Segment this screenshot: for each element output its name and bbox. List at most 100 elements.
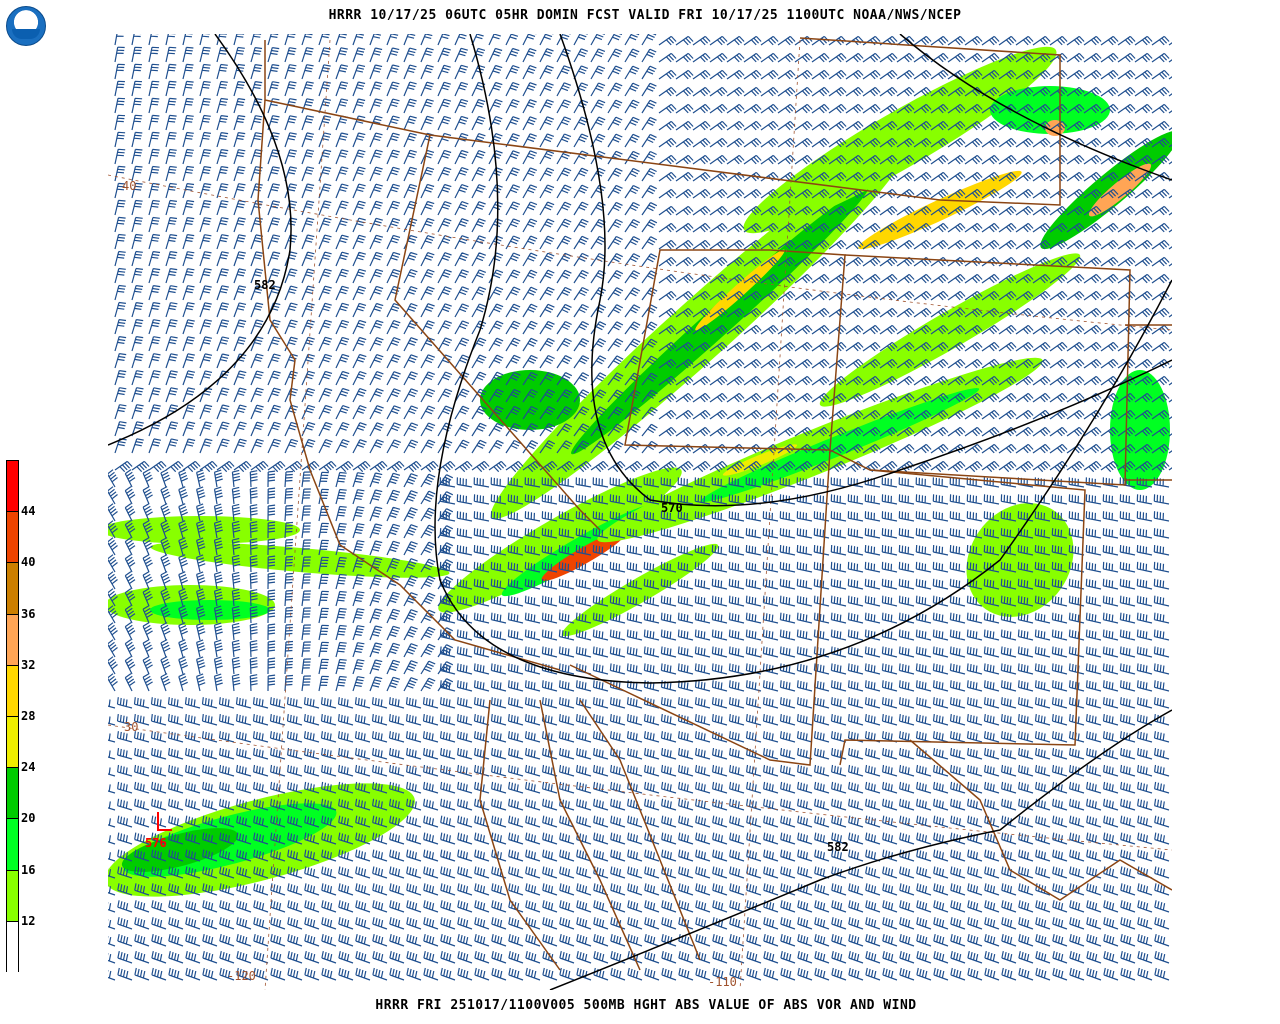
wind-barb	[692, 239, 711, 250]
wind-barb	[124, 605, 136, 624]
wind-barb	[692, 324, 711, 335]
wind-barb	[437, 678, 454, 692]
wind-barb	[760, 52, 779, 63]
wind-barb	[233, 183, 246, 199]
wind-barb	[845, 137, 864, 148]
wind-barb	[541, 595, 558, 607]
wind-barb	[848, 900, 864, 913]
wind-barb	[678, 866, 694, 879]
wind-barb	[777, 103, 796, 114]
wind-barb	[108, 622, 118, 641]
wind-barb	[624, 460, 643, 473]
wind-barb	[930, 69, 949, 80]
wind-barb	[607, 235, 623, 250]
wind-barb	[233, 63, 245, 80]
wind-barb	[525, 917, 541, 930]
wind-barb	[745, 494, 762, 505]
wind-barb	[729, 815, 745, 828]
wind-barb	[828, 154, 847, 165]
wind-barb	[780, 866, 796, 879]
wind-barb	[1117, 290, 1136, 301]
wind-barb	[488, 286, 504, 301]
wind-barb	[196, 639, 206, 658]
wind-barb	[1083, 188, 1102, 199]
wind-barb	[124, 554, 136, 573]
wind-barb	[1151, 443, 1170, 454]
wind-barb	[641, 202, 658, 216]
wind-barb	[865, 866, 881, 879]
wind-barb	[949, 595, 966, 607]
wind-barb	[661, 900, 677, 913]
wind-barb	[267, 319, 281, 335]
wind-barb	[403, 490, 418, 505]
wind-barb	[558, 544, 575, 556]
wind-barb	[947, 188, 966, 199]
wind-barb	[131, 131, 143, 148]
wind-barb	[488, 47, 503, 63]
wind-barb	[743, 324, 762, 335]
wind-barb	[352, 251, 366, 267]
wind-barb	[318, 64, 331, 80]
wind-barb	[575, 612, 592, 624]
wind-barb	[253, 832, 269, 845]
wind-barb	[1015, 443, 1034, 454]
wind-barb	[1119, 663, 1136, 675]
wind-barb	[108, 588, 118, 607]
wind-barb	[964, 460, 983, 473]
wind-barb	[947, 324, 966, 335]
wind-barb	[321, 832, 337, 845]
wind-barb	[950, 798, 966, 811]
wind-barb	[372, 849, 388, 862]
wind-barb	[473, 561, 490, 573]
wind-barb	[471, 354, 487, 369]
wind-barb	[998, 256, 1017, 267]
wind-barb	[454, 64, 469, 80]
wind-barb	[437, 576, 454, 590]
wind-barb	[403, 303, 418, 318]
wind-barb	[728, 477, 745, 488]
wind-barb	[304, 832, 320, 845]
wind-barb	[831, 764, 847, 777]
wind-barb	[134, 832, 150, 845]
wind-barb	[1103, 917, 1119, 930]
wind-barb	[729, 798, 745, 811]
wind-barb	[559, 781, 575, 794]
wind-barb	[967, 849, 983, 862]
wind-barb	[692, 137, 711, 148]
wind-barb	[114, 353, 127, 369]
wind-barb	[471, 303, 487, 318]
wind-barb	[199, 404, 213, 420]
wind-barb	[403, 81, 417, 97]
wind-barb	[539, 423, 556, 437]
wind-barb	[967, 933, 983, 947]
wind-barb	[508, 933, 524, 947]
wind-barb	[658, 341, 677, 352]
wind-barb	[1134, 460, 1153, 473]
wind-barb	[743, 358, 762, 369]
wind-barb	[386, 422, 402, 437]
wind-barb	[1015, 52, 1034, 63]
wind-barb	[695, 764, 711, 777]
wind-barb	[743, 409, 762, 420]
wind-barb	[1085, 680, 1102, 692]
wind-barb	[420, 217, 435, 233]
wind-barb	[592, 731, 609, 743]
wind-barb	[643, 595, 660, 607]
wind-barb	[405, 731, 422, 743]
wind-barb	[609, 578, 626, 590]
wind-barb	[165, 438, 179, 454]
wind-barb	[981, 358, 1000, 369]
wind-barb	[388, 714, 405, 726]
wind-barb	[661, 764, 677, 777]
wind-barb	[845, 239, 864, 250]
wind-barb	[525, 866, 541, 879]
wind-barb	[371, 731, 388, 743]
wind-barb	[828, 52, 847, 63]
wind-barb	[131, 421, 144, 437]
wind-barb	[1136, 595, 1153, 607]
wind-barb	[677, 528, 694, 539]
wind-barb	[1034, 578, 1051, 590]
wind-barb	[1034, 629, 1051, 641]
wind-barb	[108, 656, 118, 675]
wind-barb	[660, 714, 677, 726]
